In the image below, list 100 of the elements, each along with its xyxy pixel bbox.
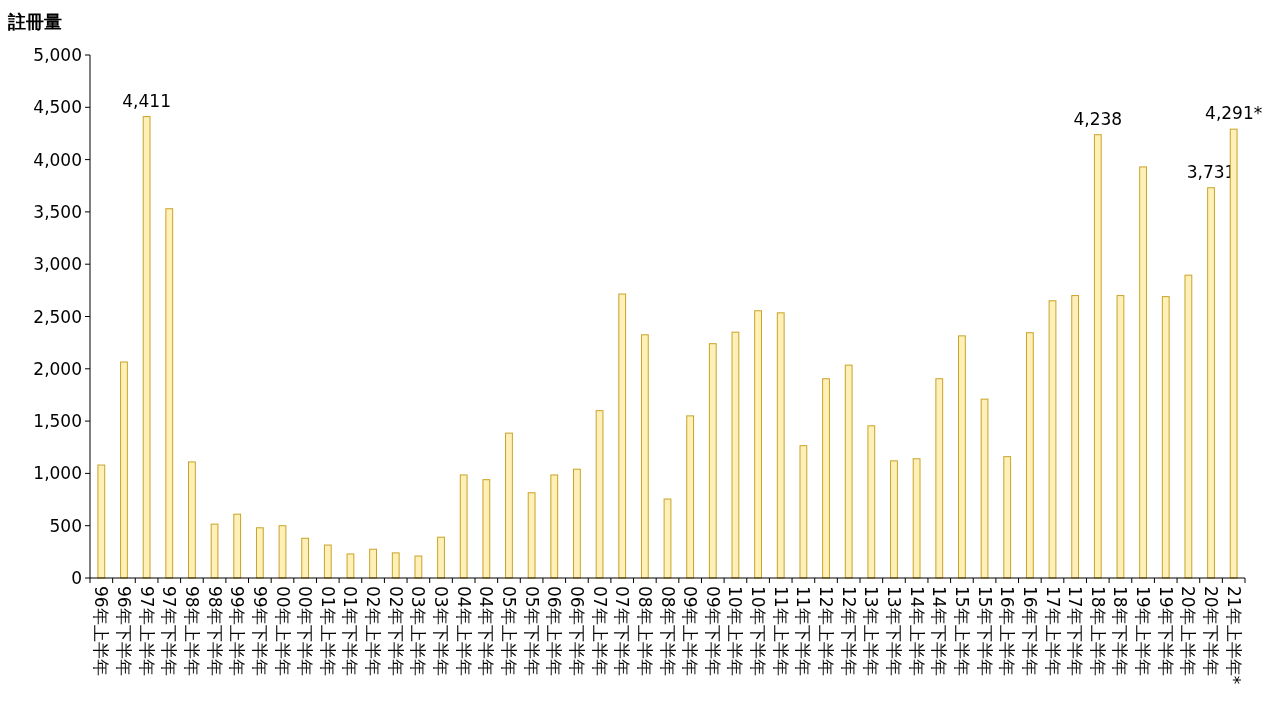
x-tick-label: 01年下半年 bbox=[340, 586, 361, 676]
bar bbox=[958, 335, 966, 579]
x-tick-label: 06年下半年 bbox=[566, 586, 587, 676]
x-tick-label: 01年上半年 bbox=[317, 586, 338, 676]
x-tick-label: 15年上半年 bbox=[951, 586, 972, 676]
x-tick-label: 98年下半年 bbox=[204, 586, 225, 676]
y-tick-label: 1,000 bbox=[33, 463, 82, 484]
x-tick-label: 07年下半年 bbox=[612, 586, 633, 676]
y-tick-label: 4,000 bbox=[33, 149, 82, 170]
bar bbox=[618, 293, 627, 579]
x-tick-label: 21年上半年* bbox=[1223, 586, 1244, 685]
bar bbox=[414, 555, 423, 579]
bar bbox=[323, 544, 332, 579]
bar bbox=[573, 468, 581, 579]
y-tick-label: 1,500 bbox=[33, 411, 82, 432]
x-tick-label: 04年上半年 bbox=[453, 586, 474, 676]
x-tick-label: 20年上半年 bbox=[1178, 586, 1199, 676]
bar bbox=[1139, 166, 1147, 579]
bar bbox=[346, 553, 355, 579]
x-tick-label: 18年上半年 bbox=[1087, 586, 1108, 676]
bar bbox=[505, 432, 513, 579]
bar bbox=[1093, 134, 1102, 579]
bar bbox=[1229, 128, 1238, 579]
x-tick-label: 12年上半年 bbox=[816, 586, 837, 676]
x-tick-label: 10年下半年 bbox=[748, 586, 769, 676]
y-tick-label: 2,000 bbox=[33, 358, 82, 379]
x-tick-label: 19年下半年 bbox=[1155, 586, 1176, 676]
x-tick-label: 10年上半年 bbox=[725, 586, 746, 676]
x-tick-label: 98年上半年 bbox=[181, 586, 202, 676]
bar bbox=[120, 361, 128, 579]
bar bbox=[731, 331, 740, 579]
x-tick-label: 99年下半年 bbox=[249, 586, 270, 676]
bar bbox=[686, 415, 695, 579]
x-tick-label: 11年上半年 bbox=[770, 586, 791, 676]
x-tick-label: 12年下半年 bbox=[838, 586, 859, 676]
y-tick-label: 500 bbox=[49, 515, 82, 536]
bar bbox=[369, 548, 377, 579]
x-tick-label: 16年下半年 bbox=[1019, 586, 1040, 676]
x-tick-label: 14年下半年 bbox=[929, 586, 950, 676]
x-tick-label: 04年下半年 bbox=[476, 586, 497, 676]
x-tick-label: 03年上半年 bbox=[408, 586, 429, 676]
x-tick-label: 09年下半年 bbox=[702, 586, 723, 676]
bar bbox=[1071, 295, 1080, 579]
x-tick-label: 03年下半年 bbox=[431, 586, 452, 676]
bar bbox=[482, 479, 491, 579]
bar bbox=[142, 116, 151, 579]
bar bbox=[459, 474, 468, 579]
x-tick-label: 08年上半年 bbox=[634, 586, 655, 676]
x-tick-label: 00年上半年 bbox=[272, 586, 293, 676]
x-tick-label: 97年上半年 bbox=[136, 586, 157, 676]
y-tick-label: 3,500 bbox=[33, 201, 82, 222]
data-label: 4,238 bbox=[1073, 108, 1123, 129]
bar bbox=[595, 410, 604, 579]
y-tick-label: 2,500 bbox=[33, 306, 82, 327]
bar bbox=[980, 398, 989, 579]
bar bbox=[550, 474, 559, 579]
bar bbox=[301, 537, 310, 579]
x-tick-label: 02年下半年 bbox=[385, 586, 406, 676]
y-tick-label: 3,000 bbox=[33, 254, 82, 275]
bar bbox=[437, 536, 445, 579]
x-tick-label: 96年上半年 bbox=[91, 586, 112, 676]
bar bbox=[278, 525, 287, 579]
x-tick-label: 06年上半年 bbox=[544, 586, 565, 676]
data-label: 4,411 bbox=[122, 90, 171, 111]
x-tick-label: 07年上半年 bbox=[589, 586, 610, 676]
x-tick-label: 00年下半年 bbox=[295, 586, 316, 676]
bar bbox=[822, 378, 830, 579]
bar bbox=[1003, 456, 1012, 579]
bar bbox=[210, 523, 219, 579]
bar bbox=[97, 464, 106, 579]
x-tick-label: 16年上半年 bbox=[997, 586, 1018, 676]
bar bbox=[188, 461, 196, 579]
x-tick-label: 02年上半年 bbox=[363, 586, 384, 676]
x-tick-label: 18年下半年 bbox=[1110, 586, 1131, 676]
bar bbox=[708, 343, 717, 579]
bar bbox=[844, 364, 853, 579]
bar bbox=[527, 492, 536, 579]
x-tick-label: 05年上半年 bbox=[498, 586, 519, 676]
x-tick-label: 05年下半年 bbox=[521, 586, 542, 676]
bar bbox=[1048, 300, 1057, 579]
x-tick-label: 09年上半年 bbox=[680, 586, 701, 676]
x-tick-label: 08年下半年 bbox=[657, 586, 678, 676]
bar bbox=[1207, 187, 1215, 579]
x-tick-label: 99年上半年 bbox=[227, 586, 248, 676]
x-tick-label: 15年下半年 bbox=[974, 586, 995, 676]
bar bbox=[233, 513, 242, 579]
bar bbox=[255, 527, 264, 579]
y-tick-label: 4,500 bbox=[33, 97, 82, 118]
x-tick-label: 17年下半年 bbox=[1065, 586, 1086, 676]
bar bbox=[1184, 274, 1193, 579]
x-tick-label: 11年下半年 bbox=[793, 586, 814, 676]
bar bbox=[867, 425, 876, 579]
bar bbox=[165, 208, 174, 579]
data-label: 4,291* bbox=[1205, 103, 1263, 124]
y-axis-title: 註冊量 bbox=[7, 11, 62, 32]
x-tick-label: 19年上半年 bbox=[1133, 586, 1154, 676]
y-tick-label: 5,000 bbox=[33, 45, 82, 65]
bar bbox=[799, 445, 808, 579]
bar bbox=[890, 460, 898, 579]
x-tick-label: 96年下半年 bbox=[113, 586, 134, 676]
